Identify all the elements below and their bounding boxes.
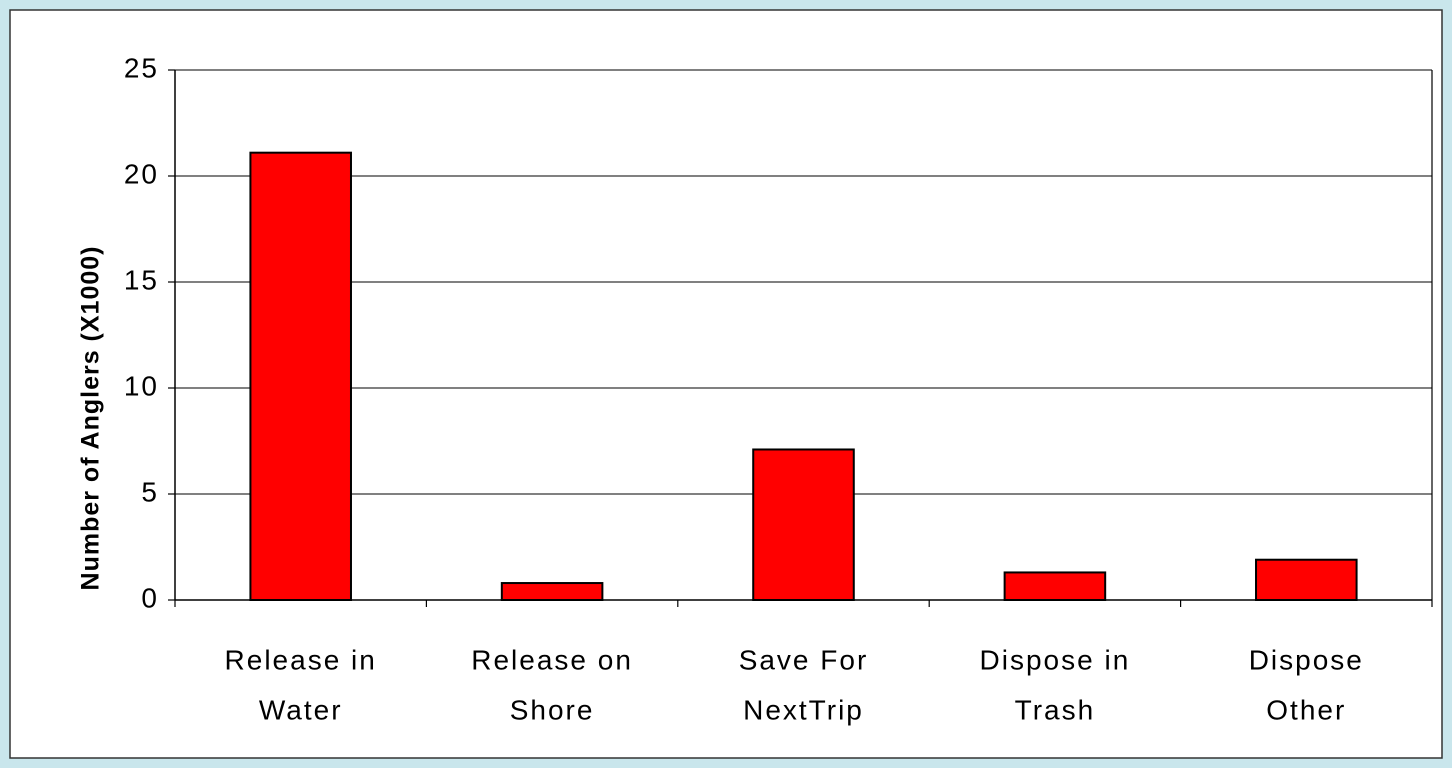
x-tick-label: Dispose in (980, 644, 1131, 675)
chart-frame (9, 9, 1443, 759)
x-tick-label: Other (1266, 694, 1346, 725)
bar (1255, 558, 1358, 601)
x-tick-label: NextTrip (743, 694, 864, 725)
bar (249, 151, 352, 601)
x-tick-label: Save For (739, 644, 869, 675)
x-tick-label: Shore (510, 694, 595, 725)
bar (752, 448, 855, 602)
x-tick-label: Release on (471, 644, 633, 675)
y-tick-label: 25 (124, 52, 159, 83)
bar (500, 582, 604, 601)
y-tick-label: 5 (141, 476, 159, 507)
y-tick-label: 20 (124, 158, 159, 189)
y-tick-label: 10 (124, 370, 159, 401)
x-tick-label: Dispose (1249, 644, 1364, 675)
y-tick-label: 15 (124, 264, 159, 295)
y-axis-label: Number of Anglers (X1000) (77, 246, 105, 591)
bar (1003, 571, 1107, 602)
x-tick-label: Trash (1015, 694, 1096, 725)
x-tick-label: Release in (225, 644, 377, 675)
x-tick-label: Water (259, 694, 343, 725)
y-tick-label: 0 (141, 582, 159, 613)
